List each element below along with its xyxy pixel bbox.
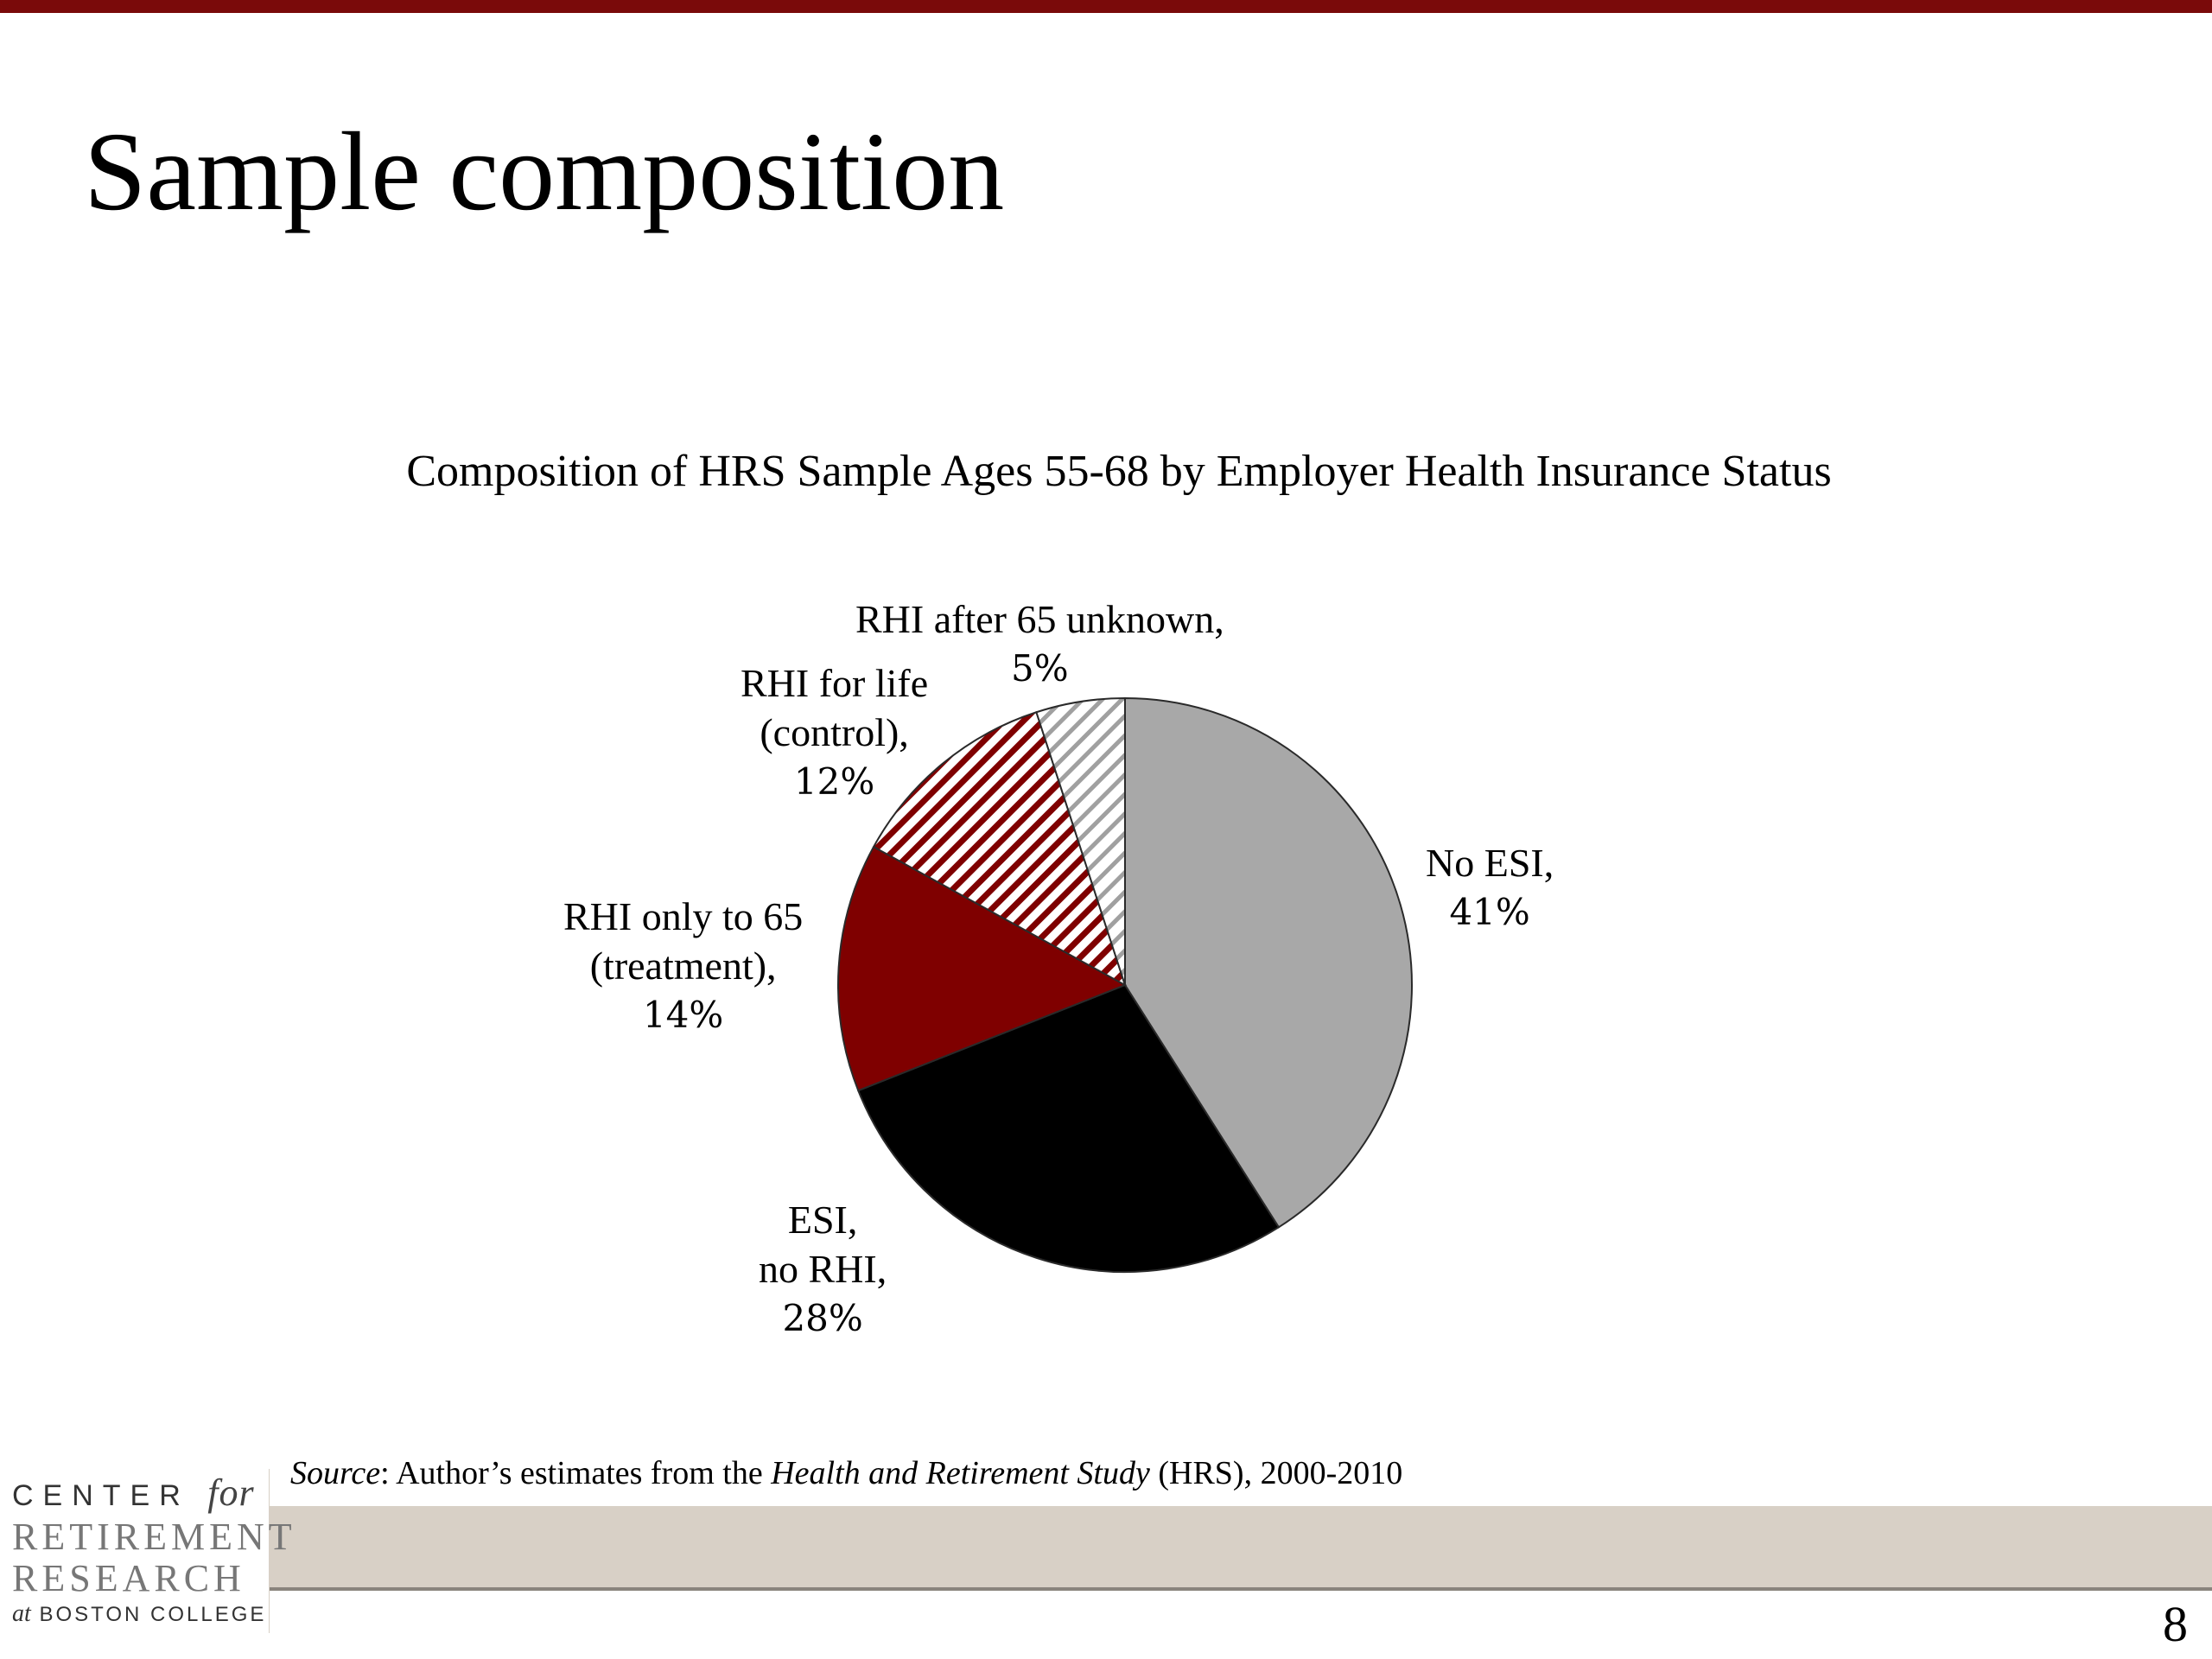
footer-line <box>270 1587 2212 1591</box>
slice-value-rhi-after-65-unknown: 5% <box>1011 647 1069 690</box>
pie-slice-esi-no-rhi <box>857 983 1281 1273</box>
source-study: Health and Retirement Study <box>771 1455 1150 1491</box>
logo-retirement: RETIREMENT <box>12 1516 296 1558</box>
slice-value-esi-no-rhi: 28% <box>782 1297 863 1339</box>
slice-value-no-esi: 41% <box>1449 891 1530 933</box>
pie-slice-no-esi <box>1124 696 1413 1229</box>
top-accent-bar <box>0 0 2212 13</box>
logo-at: at <box>12 1600 31 1627</box>
chart-title: Composition of HRS Sample Ages 55-68 by … <box>406 447 1832 496</box>
slice-label-rhi-after-65-unknown: RHI after 65 unknown, 5% <box>855 594 1224 693</box>
logo-research: RESEARCH <box>12 1557 245 1599</box>
logo-boston-college: BOSTON COLLEGE <box>39 1603 267 1626</box>
slice-label-rhi-only-to-65: RHI only to 65 (treatment), 14% <box>563 892 803 1039</box>
logo-for: for <box>207 1471 255 1514</box>
page-number: 8 <box>2163 1596 2188 1652</box>
slice-label-no-esi: No ESI, 41% <box>1426 838 1554 937</box>
source-middle: : Author’s estimates from the <box>380 1455 772 1491</box>
slice-value-rhi-for-life: 12% <box>793 760 875 803</box>
pie-slice-rhi-after-65-unknown <box>1035 696 1126 986</box>
crr-logo: CENTER for RETIREMENT RESEARCH at BOSTON… <box>0 1469 296 1633</box>
slice-label-rhi-for-life: RHI for life (control), 12% <box>741 658 928 806</box>
slide-title: Sample composition <box>84 110 1005 234</box>
pie-slice-rhi-only-to-65 <box>837 845 1128 1092</box>
footer-band <box>270 1506 2212 1587</box>
source-prefix: Source <box>290 1455 381 1491</box>
slice-label-esi-no-rhi: ESI, no RHI, 28% <box>759 1195 887 1343</box>
logo-center: CENTER <box>12 1479 190 1512</box>
pie-slice-rhi-for-life <box>872 710 1127 988</box>
source-suffix: (HRS), 2000-2010 <box>1149 1455 1403 1491</box>
slice-value-rhi-only-to-65: 14% <box>642 994 724 1036</box>
source-note: Source: Author’s estimates from the Heal… <box>290 1454 1402 1494</box>
